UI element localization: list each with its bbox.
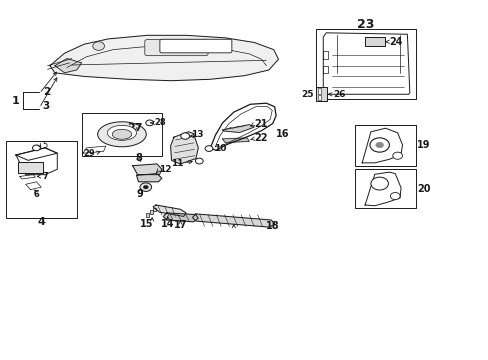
Bar bbox=[19, 162, 42, 173]
Text: 15: 15 bbox=[139, 219, 153, 229]
Polygon shape bbox=[365, 172, 400, 206]
Polygon shape bbox=[132, 164, 162, 175]
Text: 25: 25 bbox=[301, 90, 313, 99]
Text: 2: 2 bbox=[42, 87, 50, 97]
Circle shape bbox=[369, 138, 388, 152]
Text: 24: 24 bbox=[388, 37, 402, 47]
Polygon shape bbox=[153, 205, 186, 216]
Polygon shape bbox=[20, 175, 35, 179]
Circle shape bbox=[375, 142, 383, 148]
Circle shape bbox=[370, 177, 387, 190]
Polygon shape bbox=[83, 146, 106, 153]
Bar bbox=[149, 210, 152, 214]
Text: 21: 21 bbox=[254, 118, 267, 129]
Polygon shape bbox=[323, 66, 327, 73]
Ellipse shape bbox=[98, 122, 146, 147]
Polygon shape bbox=[362, 128, 402, 163]
Text: 9: 9 bbox=[136, 189, 143, 199]
Polygon shape bbox=[323, 51, 327, 59]
Text: 23: 23 bbox=[357, 18, 374, 31]
Polygon shape bbox=[222, 138, 249, 143]
Text: 4: 4 bbox=[37, 217, 45, 227]
Circle shape bbox=[93, 42, 104, 50]
Polygon shape bbox=[55, 59, 81, 73]
Circle shape bbox=[181, 133, 189, 139]
Ellipse shape bbox=[112, 129, 131, 139]
Bar bbox=[316, 29, 415, 99]
Circle shape bbox=[195, 158, 203, 164]
Bar bbox=[317, 95, 321, 100]
Text: 29: 29 bbox=[83, 149, 95, 158]
Bar bbox=[355, 169, 415, 208]
Polygon shape bbox=[26, 182, 41, 190]
Polygon shape bbox=[16, 148, 57, 175]
Circle shape bbox=[143, 185, 148, 189]
Circle shape bbox=[140, 183, 151, 192]
Text: 3: 3 bbox=[42, 101, 50, 111]
Bar bbox=[365, 37, 384, 46]
Text: 16: 16 bbox=[276, 129, 289, 139]
Bar bbox=[316, 87, 326, 102]
Polygon shape bbox=[222, 125, 254, 132]
Text: 26: 26 bbox=[332, 90, 345, 99]
Text: 17: 17 bbox=[173, 220, 187, 230]
Bar bbox=[6, 141, 77, 217]
Text: 20: 20 bbox=[416, 184, 430, 194]
Text: 7: 7 bbox=[42, 172, 48, 181]
Polygon shape bbox=[136, 174, 162, 182]
Bar bbox=[81, 113, 162, 156]
Circle shape bbox=[32, 145, 40, 151]
Text: 6: 6 bbox=[33, 190, 39, 199]
Circle shape bbox=[145, 120, 153, 126]
Text: 1: 1 bbox=[12, 96, 20, 106]
Circle shape bbox=[389, 193, 399, 200]
Text: 18: 18 bbox=[266, 221, 280, 231]
Bar bbox=[317, 88, 321, 94]
Circle shape bbox=[392, 152, 402, 159]
FancyBboxPatch shape bbox=[160, 39, 231, 53]
Bar bbox=[355, 125, 415, 166]
FancyBboxPatch shape bbox=[144, 40, 207, 56]
Bar bbox=[146, 213, 149, 217]
Text: 28: 28 bbox=[154, 118, 166, 127]
Text: 13: 13 bbox=[191, 130, 203, 139]
Text: 27: 27 bbox=[127, 123, 142, 133]
Text: 5: 5 bbox=[42, 141, 47, 150]
Text: 14: 14 bbox=[161, 219, 174, 229]
Circle shape bbox=[219, 42, 230, 50]
Text: 11: 11 bbox=[171, 159, 183, 168]
Polygon shape bbox=[163, 213, 198, 222]
Polygon shape bbox=[323, 33, 409, 94]
Ellipse shape bbox=[107, 125, 136, 140]
Text: 8: 8 bbox=[135, 153, 142, 163]
Circle shape bbox=[204, 146, 212, 152]
Polygon shape bbox=[16, 148, 57, 160]
Text: 19: 19 bbox=[416, 140, 430, 150]
Text: 10: 10 bbox=[214, 144, 226, 153]
Text: 22: 22 bbox=[254, 133, 267, 143]
Polygon shape bbox=[192, 214, 274, 227]
Text: 12: 12 bbox=[159, 165, 172, 174]
Polygon shape bbox=[170, 132, 198, 164]
Bar bbox=[153, 207, 156, 211]
Polygon shape bbox=[50, 35, 278, 81]
